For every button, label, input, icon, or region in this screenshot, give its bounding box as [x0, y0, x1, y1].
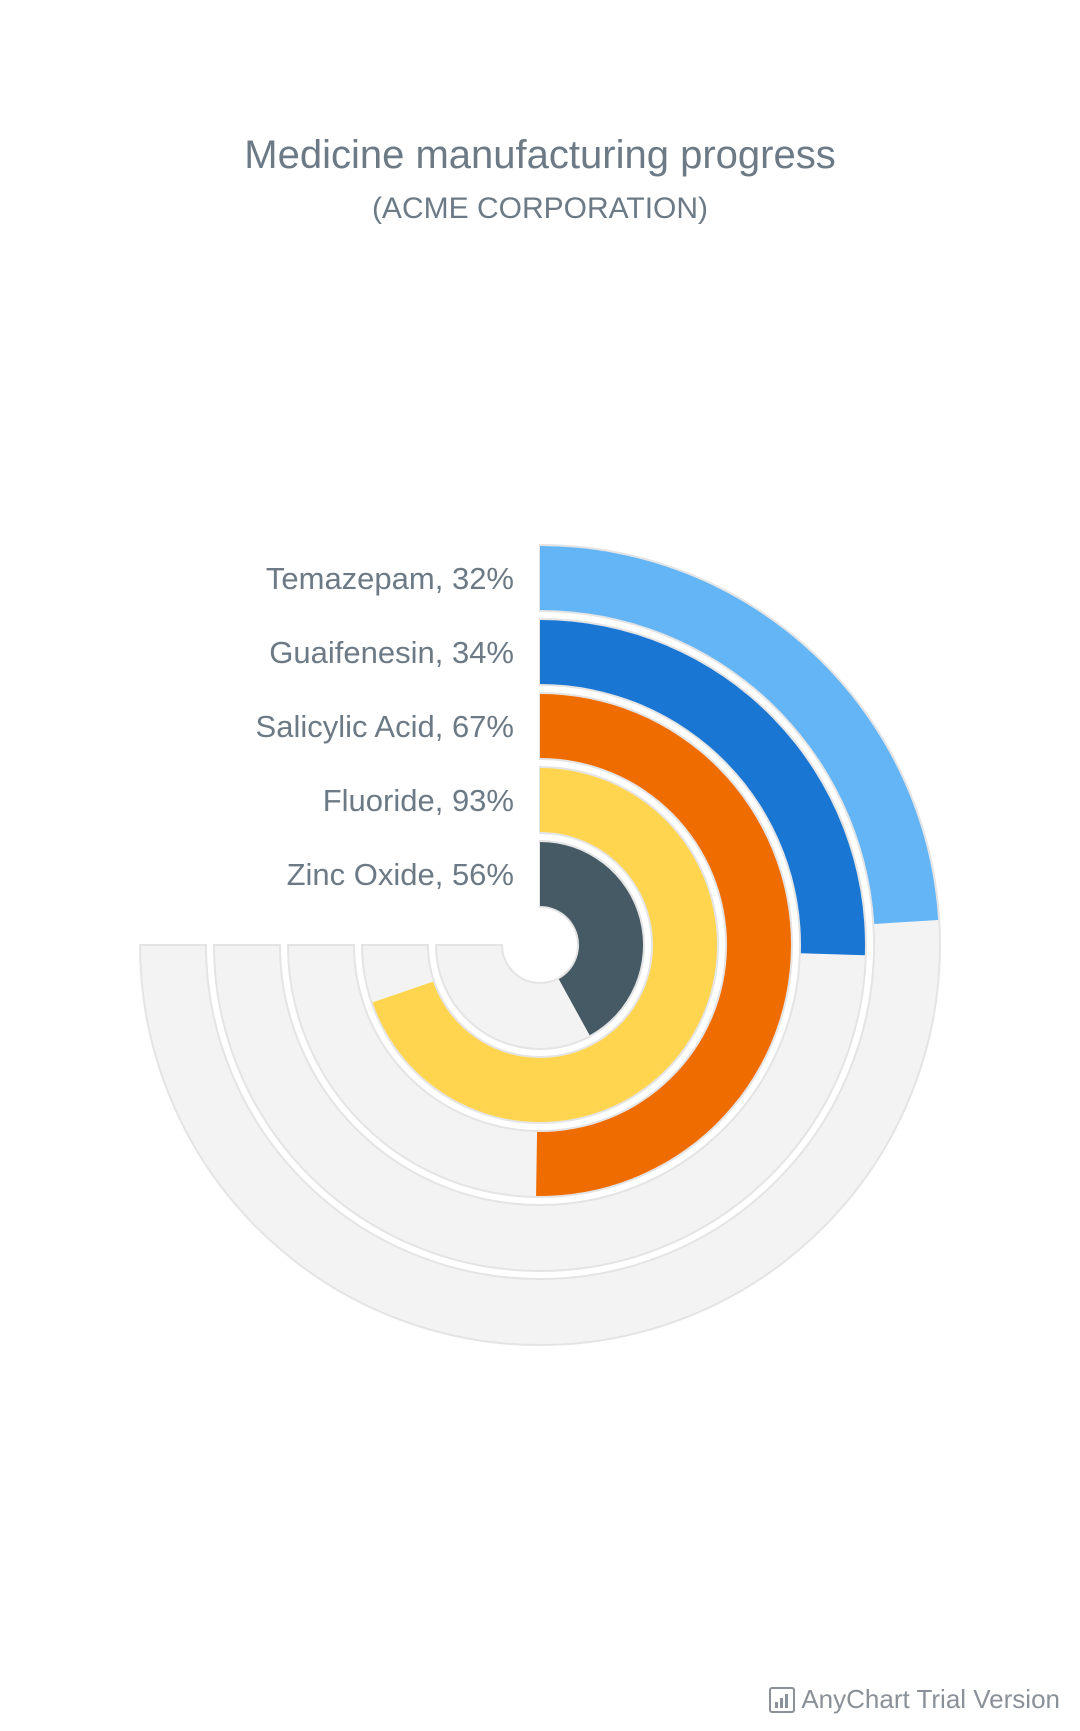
bar-zinc-oxide[interactable] [540, 842, 644, 1036]
track-salicylic-acid [286, 691, 793, 1198]
label-fluoride: Fluoride, 93% [323, 783, 514, 818]
label-salicylic-acid: Salicylic Acid, 67% [256, 709, 514, 744]
label-guaifenesin: Guaifenesin, 34% [269, 635, 514, 670]
ring-bars [372, 546, 939, 1196]
bar-salicylic-acid[interactable] [536, 694, 792, 1196]
chart-subtitle: (ACME CORPORATION) [372, 192, 708, 225]
track-guaifenesin [212, 617, 867, 1272]
ring-labels: Temazepam, 32% Guaifenesin, 34% Salicylic … [256, 561, 514, 892]
label-temazepam: Temazepam, 32% [266, 561, 514, 596]
bar-guaifenesin[interactable] [540, 620, 865, 956]
label-zinc-oxide: Zinc Oxide, 56% [287, 857, 514, 892]
bar-fluoride[interactable] [372, 767, 717, 1122]
track-temazepam [138, 543, 941, 1346]
bar-temazepam[interactable] [540, 546, 939, 924]
credit-text: AnyChart Trial Version [801, 1684, 1060, 1714]
bar-chart-icon [769, 1686, 796, 1713]
anychart-credit[interactable]: AnyChart Trial Version [769, 1684, 1060, 1715]
chart-title: Medicine manufacturing progress [244, 133, 835, 177]
